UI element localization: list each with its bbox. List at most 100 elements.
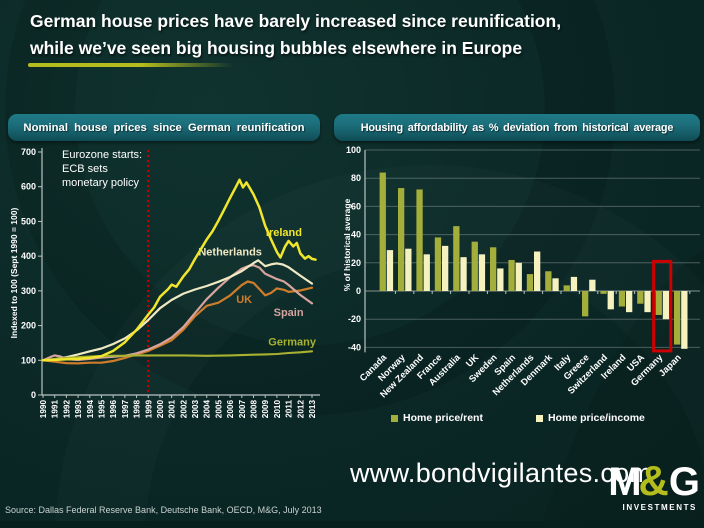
y-tick-label: 100 <box>21 355 36 365</box>
bar-japan <box>681 291 688 349</box>
x-tick-label: 1991 <box>51 400 60 419</box>
logo-ampersand: & <box>638 457 669 504</box>
series-label-uk: UK <box>236 294 252 306</box>
legend-item-home-price-income: Home price/income <box>536 412 645 424</box>
bottom-edge-strip <box>0 521 704 528</box>
bar-germany <box>655 291 662 315</box>
bar-uk <box>471 241 478 291</box>
annotation-line-2: ECB sets <box>62 163 108 175</box>
legend-swatch-rent-icon <box>391 414 398 422</box>
annotation-line-1: Eurozone starts: <box>62 149 143 161</box>
series-line-uk <box>41 280 314 365</box>
bar-switzerland <box>600 291 607 294</box>
x-tick-label: 2012 <box>296 400 305 419</box>
x-tick-label: 1997 <box>121 400 130 419</box>
bar-norway <box>405 248 412 291</box>
x-tick-label: 1995 <box>97 400 106 419</box>
x-tick-label: 2000 <box>156 400 165 419</box>
bar-usa <box>644 291 651 313</box>
legend-swatch-income-icon <box>536 414 543 422</box>
x-tick-label: 2005 <box>214 400 223 419</box>
bar-denmark <box>545 271 552 291</box>
x-tick-label: 1992 <box>62 400 71 419</box>
bar-italy <box>563 285 570 291</box>
bar-new-zealand <box>416 189 423 291</box>
bar-new-zealand <box>423 254 430 291</box>
bar-italy <box>570 276 578 291</box>
series-label-germany: Germany <box>268 337 317 349</box>
series-line-netherlands <box>41 259 314 362</box>
bar-japan <box>674 291 681 345</box>
x-tick-label: 2007 <box>238 400 247 419</box>
bar-denmark <box>552 278 559 291</box>
annotation-line-3: monetary policy <box>62 177 140 189</box>
bar-greece <box>589 279 596 291</box>
x-tick-label: 2003 <box>191 400 200 419</box>
y-tick-label: -20 <box>348 314 361 324</box>
bar-ireland <box>626 291 633 313</box>
y-tick-label: 40 <box>351 230 361 240</box>
bar-greece <box>582 291 589 317</box>
line-chart-y-axis-label: Indexed to 100 (Sept 1990 = 100) <box>9 207 19 339</box>
y-tick-label: 60 <box>351 201 361 211</box>
bar-uk <box>478 254 486 291</box>
legend-item-home-price-rent: Home price/rent <box>391 412 483 424</box>
y-tick-label: 100 <box>346 145 361 155</box>
x-tick-label: 2002 <box>179 400 188 419</box>
x-tick-label: 2004 <box>203 400 212 419</box>
series-label-ireland: Ireland <box>266 227 302 239</box>
y-tick-label: 200 <box>21 321 36 331</box>
x-tick-label: 2006 <box>226 400 235 419</box>
slide-title: German house prices have barely increase… <box>30 8 680 62</box>
bar-switzerland <box>607 291 614 310</box>
series-line-ireland <box>41 178 317 362</box>
y-tick-label: 600 <box>21 182 36 192</box>
bar-sweden <box>497 268 504 291</box>
title-accent-underline <box>28 63 233 67</box>
slide-title-line2: while we’ve seen big housing bubbles els… <box>30 38 523 58</box>
x-tick-label: 1998 <box>133 400 142 419</box>
bar-usa <box>637 291 644 304</box>
slide-title-line1: German house prices have barely increase… <box>30 11 562 31</box>
bar-canada <box>379 172 386 291</box>
y-tick-label: 0 <box>356 286 361 296</box>
x-tick-label: 1996 <box>109 400 118 419</box>
bar-chart-y-axis-label: % of historical average <box>342 198 352 292</box>
x-tick-label: 2008 <box>250 400 259 419</box>
bar-sweden <box>490 247 497 291</box>
bar-netherlands <box>526 274 534 291</box>
bar-spain <box>508 259 515 291</box>
series-label-netherlands: Netherlands <box>198 246 262 258</box>
y-tick-label: 80 <box>351 173 361 183</box>
x-tick-label: 1994 <box>86 400 95 419</box>
bar-france <box>434 237 442 291</box>
left-chart-header: Nominal house prices since German reunif… <box>8 114 320 141</box>
series-line-germany <box>41 350 314 362</box>
bar-netherlands <box>534 251 541 291</box>
x-tick-label: 2009 <box>261 400 270 419</box>
legend-label-rent: Home price/rent <box>403 412 483 424</box>
bar-australia <box>453 226 460 291</box>
y-tick-label: 400 <box>21 251 36 261</box>
bar-france <box>442 245 449 291</box>
bar-germany <box>662 291 670 320</box>
right-chart-header: Housing affordability as % deviation fro… <box>334 114 700 141</box>
website-link[interactable]: www.bondvigilantes.com <box>350 458 653 488</box>
y-tick-label: 20 <box>351 258 361 268</box>
bar-ireland <box>618 291 626 307</box>
x-tick-label: 1999 <box>144 400 153 419</box>
x-tick-label: 2013 <box>308 400 317 419</box>
x-tick-label: 1993 <box>74 400 83 419</box>
logo-investments-text: INVESTMENTS <box>622 503 697 512</box>
y-tick-label: -40 <box>348 342 361 352</box>
bar-canada <box>386 250 394 291</box>
legend-label-income: Home price/income <box>548 412 645 424</box>
y-tick-label: 500 <box>21 216 36 226</box>
y-tick-label: 300 <box>21 286 36 296</box>
germany-highlight-box <box>652 259 673 353</box>
y-tick-label: 0 <box>31 390 36 400</box>
logo-letter-g: G <box>668 460 700 504</box>
